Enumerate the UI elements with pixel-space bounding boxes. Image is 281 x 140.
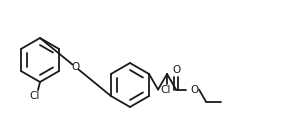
Text: Cl: Cl bbox=[30, 91, 40, 101]
Text: Cl: Cl bbox=[161, 85, 171, 95]
Text: O: O bbox=[172, 65, 180, 75]
Text: O: O bbox=[190, 85, 198, 95]
Text: O: O bbox=[71, 62, 80, 72]
